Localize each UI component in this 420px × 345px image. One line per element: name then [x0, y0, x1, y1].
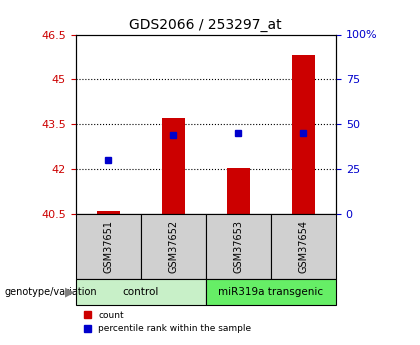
Text: control: control — [123, 287, 159, 297]
Text: genotype/variation: genotype/variation — [4, 287, 97, 297]
Legend: count, percentile rank within the sample: count, percentile rank within the sample — [80, 307, 255, 337]
Bar — [97, 211, 120, 214]
Text: GSM37652: GSM37652 — [168, 220, 178, 273]
Text: GSM37653: GSM37653 — [234, 220, 243, 273]
Text: GSM37654: GSM37654 — [299, 220, 308, 273]
Title: GDS2066 / 253297_at: GDS2066 / 253297_at — [129, 18, 282, 32]
Bar — [292, 56, 315, 214]
Bar — [227, 168, 250, 214]
Bar — [162, 118, 185, 214]
Text: ▶: ▶ — [65, 286, 75, 299]
Text: GSM37651: GSM37651 — [103, 220, 113, 273]
Text: miR319a transgenic: miR319a transgenic — [218, 287, 323, 297]
